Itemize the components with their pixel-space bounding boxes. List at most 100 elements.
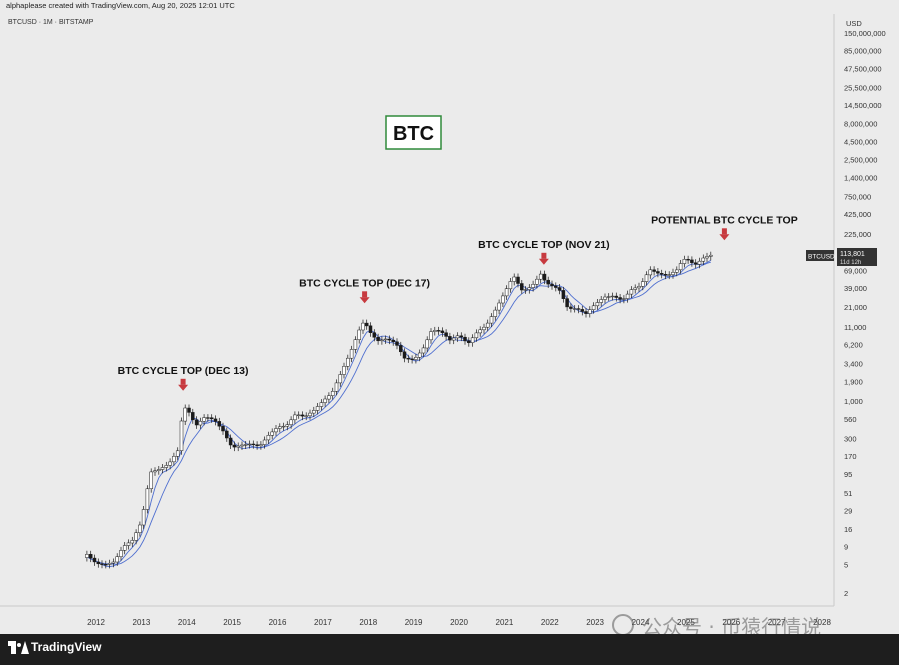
candle xyxy=(523,286,528,294)
candle xyxy=(591,302,596,314)
candle xyxy=(168,458,172,470)
y-tick-label: 6,200 xyxy=(844,341,863,350)
y-tick-label: 16 xyxy=(844,525,852,534)
candle xyxy=(134,529,138,545)
candle xyxy=(648,266,653,279)
annotation-label: BTC CYCLE TOP (DEC 17) xyxy=(299,277,430,289)
candle xyxy=(191,408,195,424)
candle xyxy=(641,278,645,291)
candle xyxy=(493,306,498,321)
candle xyxy=(644,271,649,286)
candle xyxy=(516,273,520,288)
title-box: BTC xyxy=(385,115,442,150)
candle xyxy=(497,299,501,315)
candle xyxy=(376,333,380,345)
candle xyxy=(293,411,297,424)
candle xyxy=(678,260,683,274)
candle xyxy=(421,344,426,357)
candle xyxy=(274,425,278,436)
y-tick-label: 25,500,000 xyxy=(844,84,882,93)
candle xyxy=(542,270,547,285)
x-tick-label: 2023 xyxy=(586,618,604,627)
x-tick-label: 2015 xyxy=(223,618,241,627)
candle xyxy=(399,341,403,356)
candle xyxy=(610,292,615,301)
candle xyxy=(111,558,116,568)
chart-background xyxy=(0,14,899,634)
candle xyxy=(633,284,637,294)
candle xyxy=(637,282,641,292)
candle xyxy=(463,333,467,345)
candle xyxy=(459,332,464,342)
cycle-top-annotation: POTENTIAL BTC CYCLE TOP xyxy=(651,214,798,241)
candle xyxy=(501,292,505,307)
x-tick-label: 2022 xyxy=(541,618,559,627)
candle xyxy=(622,295,626,304)
candle xyxy=(535,275,539,289)
candle xyxy=(406,354,411,363)
candle xyxy=(361,319,365,334)
candle xyxy=(709,251,713,261)
candle xyxy=(425,336,429,352)
candle xyxy=(346,354,350,371)
y-tick-label: 150,000,000 xyxy=(844,29,886,38)
candle xyxy=(629,286,634,298)
candle xyxy=(164,461,169,472)
candle xyxy=(576,305,581,314)
chart-credit: alphaplease created with TradingView.com… xyxy=(6,1,235,10)
candle xyxy=(281,422,286,431)
candle xyxy=(697,257,702,269)
price-tag-countdown: 11d 12h xyxy=(840,260,861,266)
candle xyxy=(119,546,123,561)
candle xyxy=(444,329,448,341)
x-tick-label: 2019 xyxy=(405,618,423,627)
candle xyxy=(546,276,550,288)
candle xyxy=(88,550,93,563)
candle xyxy=(467,337,471,347)
candle xyxy=(308,409,312,420)
candle xyxy=(690,256,694,267)
candle xyxy=(436,326,441,335)
candle xyxy=(221,422,225,435)
price-chart[interactable]: BTCUSD · 1M · BITSTAMP USD 150,000,000 85… xyxy=(0,14,899,634)
candle xyxy=(138,521,142,537)
candle xyxy=(693,259,698,269)
candle xyxy=(663,270,668,280)
candle xyxy=(417,349,422,362)
candle xyxy=(470,334,475,347)
candle xyxy=(554,282,558,292)
x-tick-label: 2027 xyxy=(768,618,786,627)
ma-line xyxy=(86,261,711,565)
candle xyxy=(262,436,267,449)
y-tick-label: 5 xyxy=(844,561,848,570)
candle xyxy=(474,329,479,342)
candle xyxy=(153,467,157,476)
candle xyxy=(580,305,585,316)
candles xyxy=(85,251,713,569)
candle xyxy=(433,326,437,336)
axis-currency-label: USD xyxy=(846,19,862,28)
candle xyxy=(584,308,588,318)
candle xyxy=(671,268,675,279)
price-tag-symbol: BTCUSD xyxy=(808,254,835,261)
candle xyxy=(508,278,513,293)
x-tick-label: 2017 xyxy=(314,618,332,627)
tradingview-logo[interactable]: TradingView xyxy=(8,640,101,654)
y-tick-label: 8,000,000 xyxy=(844,120,877,129)
candle xyxy=(550,280,554,290)
candle xyxy=(194,416,199,429)
y-tick-label: 425,000 xyxy=(844,210,871,219)
candle xyxy=(100,560,104,569)
candle xyxy=(338,371,343,387)
candle xyxy=(451,334,456,345)
candle xyxy=(705,252,709,262)
candle xyxy=(538,270,543,284)
candle xyxy=(130,536,135,547)
candle xyxy=(527,284,532,294)
candle xyxy=(141,506,146,529)
candle xyxy=(656,268,660,278)
candle xyxy=(364,319,369,330)
candle xyxy=(686,255,690,264)
candle xyxy=(319,399,324,411)
candle xyxy=(682,255,687,268)
